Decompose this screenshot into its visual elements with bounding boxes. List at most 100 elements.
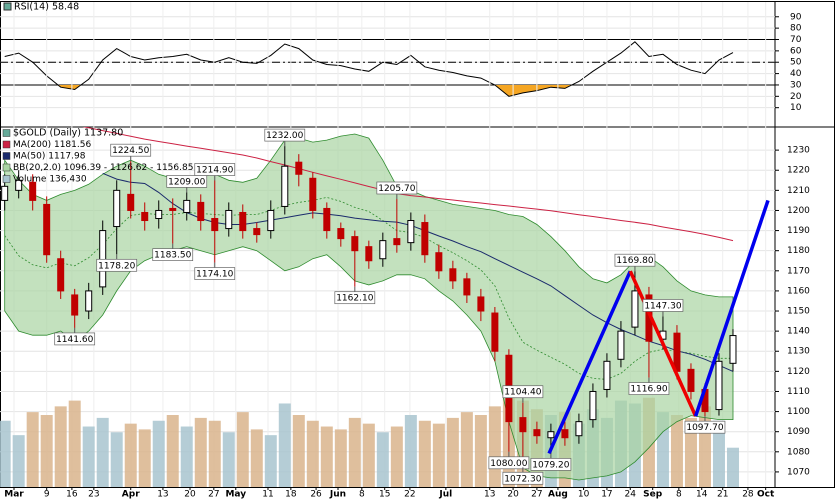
x-tick-label: 13 bbox=[157, 490, 168, 500]
candle-body bbox=[169, 207, 177, 211]
candle-body bbox=[687, 368, 695, 392]
y-tick-label: 60 bbox=[790, 46, 802, 56]
candle-body bbox=[519, 417, 527, 433]
annotation-label: 1178.20 bbox=[98, 261, 135, 271]
x-tick-label: May bbox=[225, 490, 246, 500]
annotation-box bbox=[152, 248, 194, 261]
candle-body bbox=[183, 199, 191, 213]
y-tick-label: 1150 bbox=[787, 307, 810, 317]
y-tick-label: 1230 bbox=[787, 146, 810, 156]
annotation-box bbox=[96, 258, 138, 272]
volume-bar bbox=[684, 417, 697, 487]
x-tick-label: 23 bbox=[88, 490, 99, 500]
annotation-box bbox=[614, 253, 656, 267]
volume-bar bbox=[348, 417, 361, 487]
volume-bar bbox=[320, 426, 333, 487]
rsi-plot bbox=[0, 2, 775, 127]
annotation-box bbox=[488, 456, 530, 470]
candle-body bbox=[71, 294, 79, 316]
y-tick-label: 30 bbox=[790, 80, 802, 90]
candle-body bbox=[407, 220, 415, 244]
volume-bar bbox=[180, 426, 193, 487]
x-tick-label: Aug bbox=[548, 490, 568, 500]
bollinger-middle bbox=[4, 196, 733, 380]
volume-bar bbox=[208, 420, 221, 487]
volume-bar bbox=[460, 412, 473, 487]
volume-bar bbox=[362, 423, 375, 487]
candle-body bbox=[631, 290, 639, 328]
moving-average bbox=[102, 172, 734, 372]
legend-label: MA(50) 1117.98 bbox=[13, 152, 86, 162]
annotation-label: 1072.30 bbox=[504, 474, 541, 484]
x-tick-label: 26 bbox=[310, 490, 322, 500]
volume-bar bbox=[236, 412, 249, 487]
candle-body bbox=[337, 228, 345, 240]
candle-body bbox=[323, 207, 331, 232]
x-tick-label: 8 bbox=[676, 490, 682, 500]
x-tick-label: Jun bbox=[329, 490, 346, 500]
candle-body bbox=[29, 181, 37, 201]
y-tick-label: 1210 bbox=[787, 186, 810, 196]
candle-body bbox=[589, 390, 597, 421]
candle-body bbox=[267, 209, 275, 232]
volume-bar bbox=[474, 415, 487, 487]
oversold-fill bbox=[57, 84, 572, 97]
volume-bar bbox=[40, 415, 53, 487]
candle-body bbox=[477, 296, 485, 312]
y-tick-label: 10 bbox=[790, 103, 802, 113]
volume-bar bbox=[194, 417, 207, 487]
candle-body bbox=[225, 209, 233, 230]
candle-body bbox=[127, 193, 135, 211]
annotation-label: 1205.70 bbox=[378, 184, 415, 194]
x-tick-label: Mar bbox=[4, 490, 24, 500]
volume-bar bbox=[0, 420, 11, 487]
rsi-title: RSI(14) 58.48 bbox=[14, 2, 79, 13]
trendline bbox=[547, 270, 632, 455]
candle-body bbox=[533, 429, 541, 437]
x-tick-label: 17 bbox=[601, 490, 612, 500]
volume-bar bbox=[418, 420, 431, 487]
annotation-box bbox=[684, 420, 726, 434]
annotation-box bbox=[502, 385, 544, 399]
candle-body bbox=[253, 228, 261, 236]
y-tick-label: 1160 bbox=[787, 286, 810, 296]
annotation-label: 1183.50 bbox=[154, 251, 191, 261]
candle-body bbox=[281, 165, 289, 207]
chart-title: $GOLD (Daily) 1137.80 bbox=[13, 128, 123, 139]
annotation-box bbox=[376, 181, 418, 195]
annotation-label: 1141.60 bbox=[56, 335, 93, 345]
volume-bar bbox=[96, 417, 109, 487]
volume-bar bbox=[726, 447, 739, 487]
annotation-box bbox=[264, 128, 306, 142]
volume-bar bbox=[166, 415, 179, 487]
y-tick-label: 1110 bbox=[787, 387, 810, 397]
candle-body bbox=[547, 431, 555, 439]
y-tick-label: 50 bbox=[790, 58, 802, 68]
volume-bar bbox=[12, 435, 25, 487]
axes: 1020304050607080901070108010901100111011… bbox=[4, 12, 810, 499]
rsi-line bbox=[4, 41, 734, 97]
volume-bar bbox=[404, 415, 417, 487]
volume-bar bbox=[278, 403, 291, 487]
annotation-box bbox=[530, 458, 572, 471]
x-tick-label: 21 bbox=[717, 490, 728, 500]
y-tick-label: 20 bbox=[790, 92, 802, 102]
volume-bar bbox=[264, 435, 277, 487]
volume-bar bbox=[292, 415, 305, 487]
annotation-label: 1080.00 bbox=[490, 459, 527, 469]
candle-body bbox=[351, 236, 359, 252]
x-tick-label: 20 bbox=[184, 490, 196, 500]
annotation-box bbox=[642, 299, 684, 312]
legend-swatch bbox=[3, 2, 12, 11]
volume-bar bbox=[54, 406, 67, 487]
annotation-label: 1232.00 bbox=[266, 131, 303, 141]
x-tick-label: 20 bbox=[507, 490, 519, 500]
x-tick-label: 9 bbox=[44, 490, 50, 500]
annotation-label: 1097.70 bbox=[686, 423, 723, 433]
candle-body bbox=[379, 240, 387, 260]
annotation-box bbox=[628, 382, 670, 395]
volume-bar bbox=[390, 426, 403, 487]
x-tick-label: 28 bbox=[742, 490, 754, 500]
candle-body bbox=[85, 290, 93, 312]
